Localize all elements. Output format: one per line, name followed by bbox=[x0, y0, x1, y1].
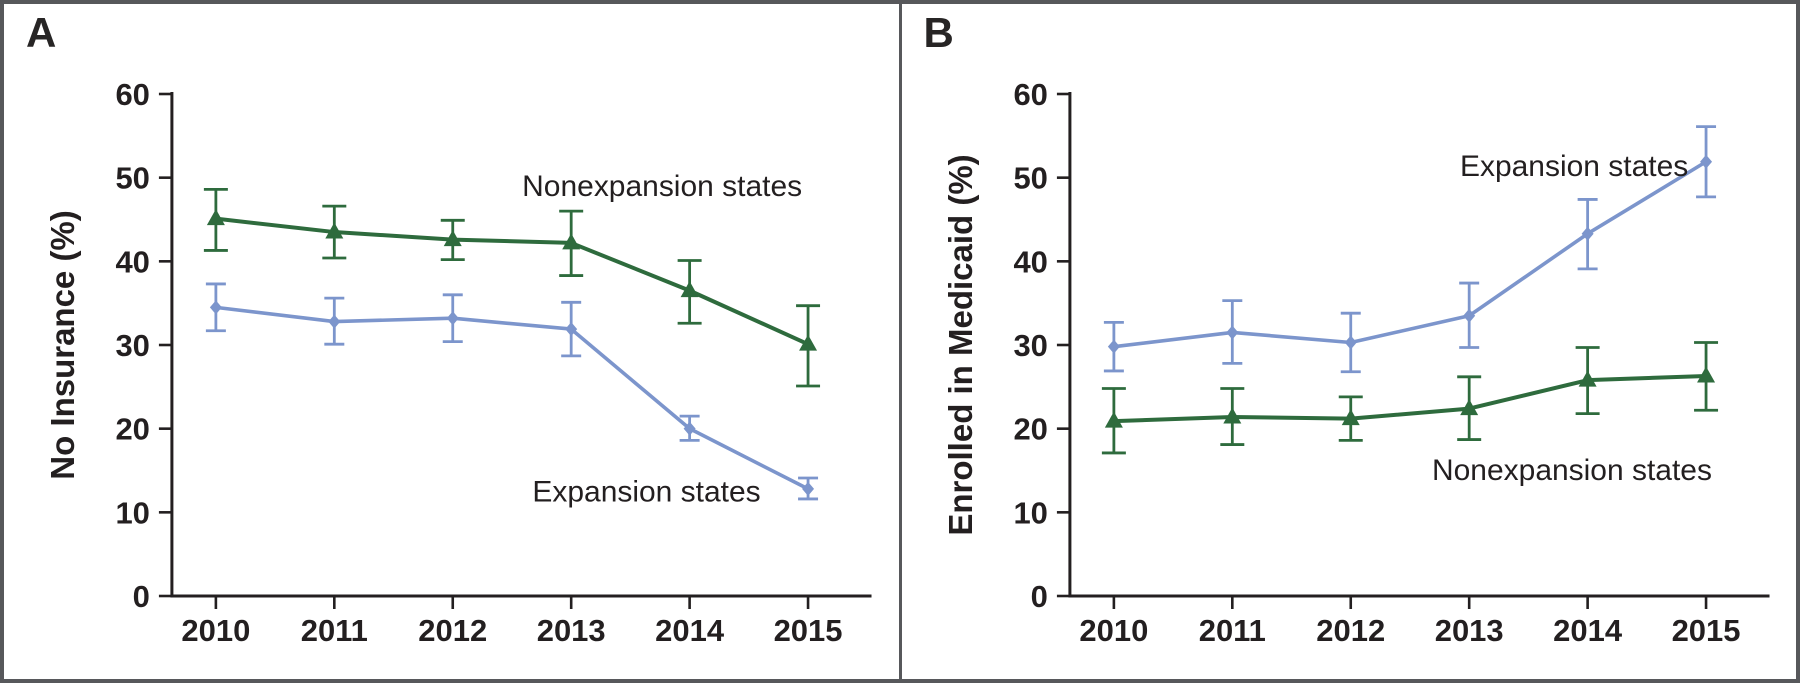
diamond-marker bbox=[209, 300, 222, 315]
x-tick-label: 2010 bbox=[1079, 613, 1148, 648]
y-tick-label: 50 bbox=[1013, 161, 1047, 196]
series-annotation: Nonexpansion states bbox=[1432, 454, 1712, 487]
diamond-marker bbox=[802, 481, 815, 496]
triangle-marker bbox=[562, 233, 581, 250]
y-tick-label: 10 bbox=[115, 495, 149, 530]
triangle-marker bbox=[1104, 411, 1123, 428]
diamond-marker bbox=[1344, 335, 1357, 350]
y-tick-label: 50 bbox=[115, 161, 149, 196]
y-tick-label: 30 bbox=[1013, 328, 1047, 363]
diamond-marker bbox=[1225, 325, 1238, 340]
x-tick-label: 2011 bbox=[1198, 613, 1265, 648]
series-line bbox=[1113, 373, 1706, 424]
x-tick-label: 2015 bbox=[1671, 613, 1740, 648]
y-tick-label: 40 bbox=[115, 244, 149, 279]
series-line bbox=[215, 216, 809, 346]
triangle-marker bbox=[325, 222, 344, 239]
diamond-marker bbox=[328, 314, 341, 329]
triangle-marker bbox=[1222, 407, 1241, 424]
panel-a: 0 10 20 30 40 50 60 2010 2011 2012 2013 2014 2015 No … bbox=[4, 4, 902, 679]
panel-b-chart: 0 10 20 30 40 50 60 2010 2011 2012 2013 2014 2015 Enr… bbox=[941, 77, 1770, 648]
y-tick-label: 20 bbox=[115, 412, 149, 447]
x-tick-label: 2010 bbox=[181, 613, 250, 648]
triangle-marker bbox=[680, 281, 699, 298]
series-line bbox=[1113, 160, 1707, 349]
x-tick-label: 2014 bbox=[655, 613, 725, 648]
triangle-marker bbox=[443, 230, 462, 247]
y-tick-label: 60 bbox=[115, 77, 149, 112]
x-tick-label: 2011 bbox=[301, 613, 368, 648]
x-tick-label: 2015 bbox=[774, 613, 843, 648]
series-annotation: Expansion states bbox=[532, 476, 760, 509]
x-tick-label: 2013 bbox=[1434, 613, 1503, 648]
triangle-marker bbox=[1459, 399, 1478, 416]
panel-b-letter: B bbox=[923, 9, 954, 56]
diamond-marker bbox=[683, 421, 696, 436]
y-tick-label: 30 bbox=[115, 328, 149, 363]
diamond-marker bbox=[565, 322, 578, 337]
triangle-marker bbox=[1341, 409, 1360, 426]
axes-lines bbox=[170, 92, 872, 598]
y-tick-label: 60 bbox=[1013, 77, 1047, 112]
diamond-marker bbox=[1581, 226, 1594, 241]
diamond-marker bbox=[1699, 154, 1712, 169]
series-annotation: Nonexpansion states bbox=[522, 170, 802, 203]
triangle-marker bbox=[1578, 370, 1597, 387]
diamond-marker bbox=[1107, 339, 1120, 354]
series-annotation: Expansion states bbox=[1459, 150, 1687, 183]
x-tick-label: 2013 bbox=[537, 613, 606, 648]
y-axis-title: Enrolled in Medicaid (%) bbox=[941, 154, 978, 535]
series-line bbox=[215, 305, 809, 491]
x-tick-label: 2012 bbox=[418, 613, 487, 648]
triangle-marker bbox=[799, 334, 818, 351]
y-tick-label: 10 bbox=[1013, 495, 1047, 530]
y-tick-label: 20 bbox=[1013, 412, 1047, 447]
x-tick-label: 2014 bbox=[1553, 613, 1623, 648]
panel-b: 0 10 20 30 40 50 60 2010 2011 2012 2013 2014 2015 Enr… bbox=[902, 4, 1797, 679]
y-tick-label: 0 bbox=[1030, 579, 1047, 614]
triangle-marker bbox=[1696, 366, 1715, 383]
y-tick-label: 0 bbox=[133, 579, 150, 614]
triangle-marker bbox=[206, 209, 225, 226]
panel-a-letter: A bbox=[26, 9, 57, 56]
diamond-marker bbox=[446, 311, 459, 326]
x-tick-label: 2012 bbox=[1316, 613, 1385, 648]
panel-a-chart: 0 10 20 30 40 50 60 2010 2011 2012 2013 2014 2015 No … bbox=[44, 77, 872, 648]
y-tick-label: 40 bbox=[1013, 244, 1047, 279]
y-axis-title: No Insurance (%) bbox=[44, 210, 81, 479]
